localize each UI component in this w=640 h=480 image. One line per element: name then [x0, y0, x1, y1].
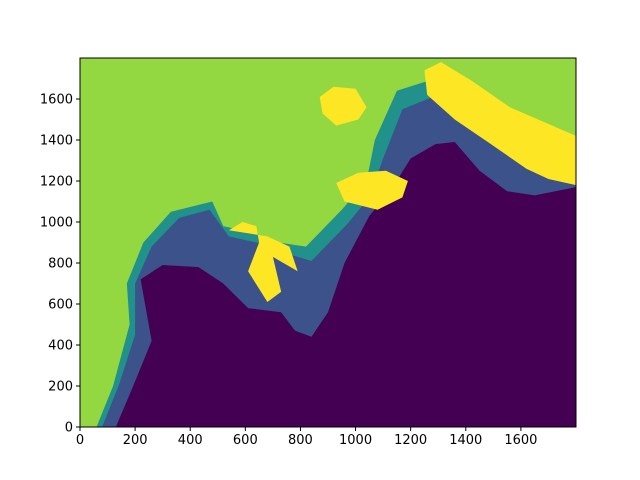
y-tick-label: 400: [48, 339, 73, 354]
plot-area: [80, 58, 576, 427]
axes: 0 200 400 600 800 1000 1200 1400 1600 0 200 400 600 8…: [40, 57, 577, 448]
y-tick-label: 1000: [40, 216, 73, 231]
y-tick-label: 1400: [40, 134, 73, 149]
x-tick-label: 1000: [339, 433, 372, 448]
y-tick-label: 200: [48, 380, 73, 395]
y-tick-label: 800: [48, 257, 73, 272]
y-tick-label: 1200: [40, 175, 73, 190]
region-deep-basin: [115, 142, 576, 427]
region-island-patch-middle: [336, 170, 408, 210]
x-tick-label: 200: [123, 433, 148, 448]
region-island-patch-upper: [319, 86, 367, 126]
y-tick-label: 1600: [40, 93, 73, 108]
x-tick-label: 1600: [504, 433, 537, 448]
x-tick-label: 600: [233, 433, 258, 448]
x-tick-label: 0: [76, 433, 84, 448]
x-tick-label: 800: [288, 433, 313, 448]
axes-frame: [79, 57, 577, 428]
region-coastal-yellow-strip: [424, 62, 576, 186]
region-inlet-yellow-patch: [228, 222, 298, 302]
x-tick-label: 1400: [449, 433, 482, 448]
x-tick-label: 1200: [394, 433, 427, 448]
y-tick-label: 0: [65, 421, 73, 436]
y-tick-label: 600: [48, 298, 73, 313]
x-tick-label: 400: [178, 433, 203, 448]
